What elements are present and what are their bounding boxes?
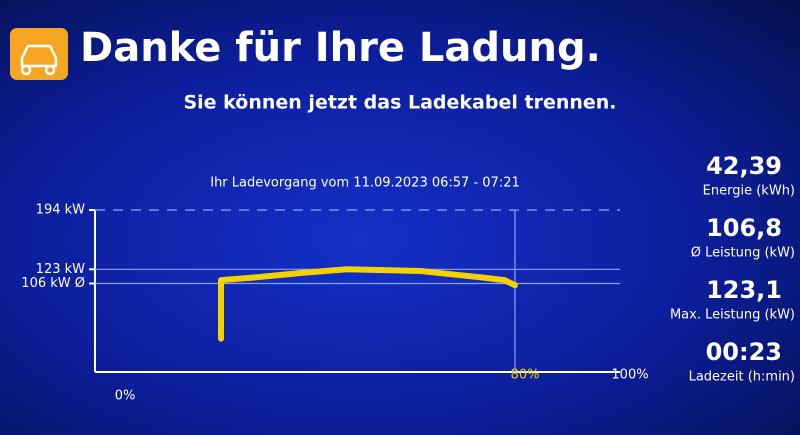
y-tick-label: 106 kW Ø	[21, 276, 85, 291]
x-tick-label: 0%	[115, 389, 136, 404]
stats-panel: 42,39 Energie (kWh) 106,8 Ø Leistung (kW) 12…	[670, 152, 795, 385]
stat-label: Energie (kWh)	[703, 184, 795, 199]
stat-label: Ladezeit (h:min)	[689, 370, 795, 385]
subtitle: Sie können jetzt das Ladekabel trennen.	[183, 92, 616, 114]
title: Danke für Ihre Ladung.	[80, 25, 601, 71]
stat-value: 106,8	[706, 214, 782, 242]
y-tick-label: 123 kW	[36, 262, 85, 277]
stat-value: 42,39	[706, 152, 782, 180]
chart-title: Ihr Ladevorgang vom 11.09.2023 06:57 - 0…	[210, 176, 520, 191]
x-tick-label: 80%	[511, 368, 540, 383]
x-tick-label: 100%	[611, 368, 648, 383]
stat-label: Ø Leistung (kW)	[691, 246, 795, 261]
y-tick-label: 194 kW	[36, 203, 85, 218]
car-glyph	[20, 44, 58, 76]
stat-value: 00:23	[706, 338, 782, 366]
car-icon	[10, 28, 68, 80]
stat-value: 123,1	[706, 276, 782, 304]
stat-label: Max. Leistung (kW)	[670, 308, 795, 323]
power-line	[218, 266, 518, 342]
